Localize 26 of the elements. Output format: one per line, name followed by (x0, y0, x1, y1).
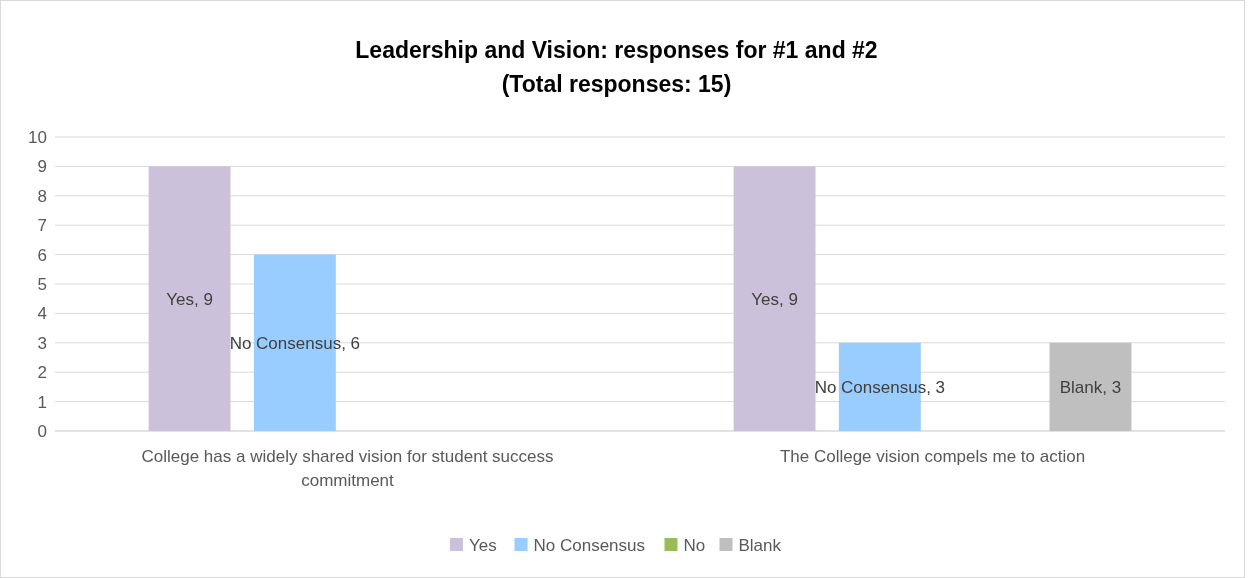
data-label: Yes, 9 (751, 289, 798, 309)
bar (733, 166, 816, 431)
x-tick-label: The College vision compels me to action (779, 447, 1086, 466)
x-tick-label: College has a widely shared vision for student success commitment (141, 447, 554, 490)
y-tick-label: 4 (37, 304, 47, 324)
legend-label: Blank (738, 535, 782, 555)
y-tick-label: 5 (37, 274, 47, 294)
y-tick-label: 6 (37, 245, 47, 265)
legend-label: No (683, 535, 706, 555)
legend-label: No Consensus (533, 535, 646, 555)
y-tick-label: 1 (37, 392, 47, 412)
data-label: No Consensus, 6 (229, 333, 361, 353)
data-label: Blank, 3 (1059, 377, 1122, 397)
y-tick-label: 8 (37, 186, 47, 206)
data-label: No Consensus, 3 (814, 377, 946, 397)
legend-label: Yes (469, 535, 497, 555)
bar (148, 166, 231, 431)
y-tick-label: 0 (37, 421, 47, 441)
data-label: Yes, 9 (166, 289, 213, 309)
chart-title: Leadership and Vision: responses for #1 and #2 (Total responses: 15) (355, 37, 878, 97)
y-tick-label: 2 (37, 363, 47, 383)
y-tick-label: 3 (37, 333, 47, 353)
y-tick-label: 7 (37, 216, 47, 236)
bar (1049, 342, 1132, 431)
y-tick-label: 9 (37, 157, 47, 177)
y-tick-label: 10 (28, 127, 47, 147)
